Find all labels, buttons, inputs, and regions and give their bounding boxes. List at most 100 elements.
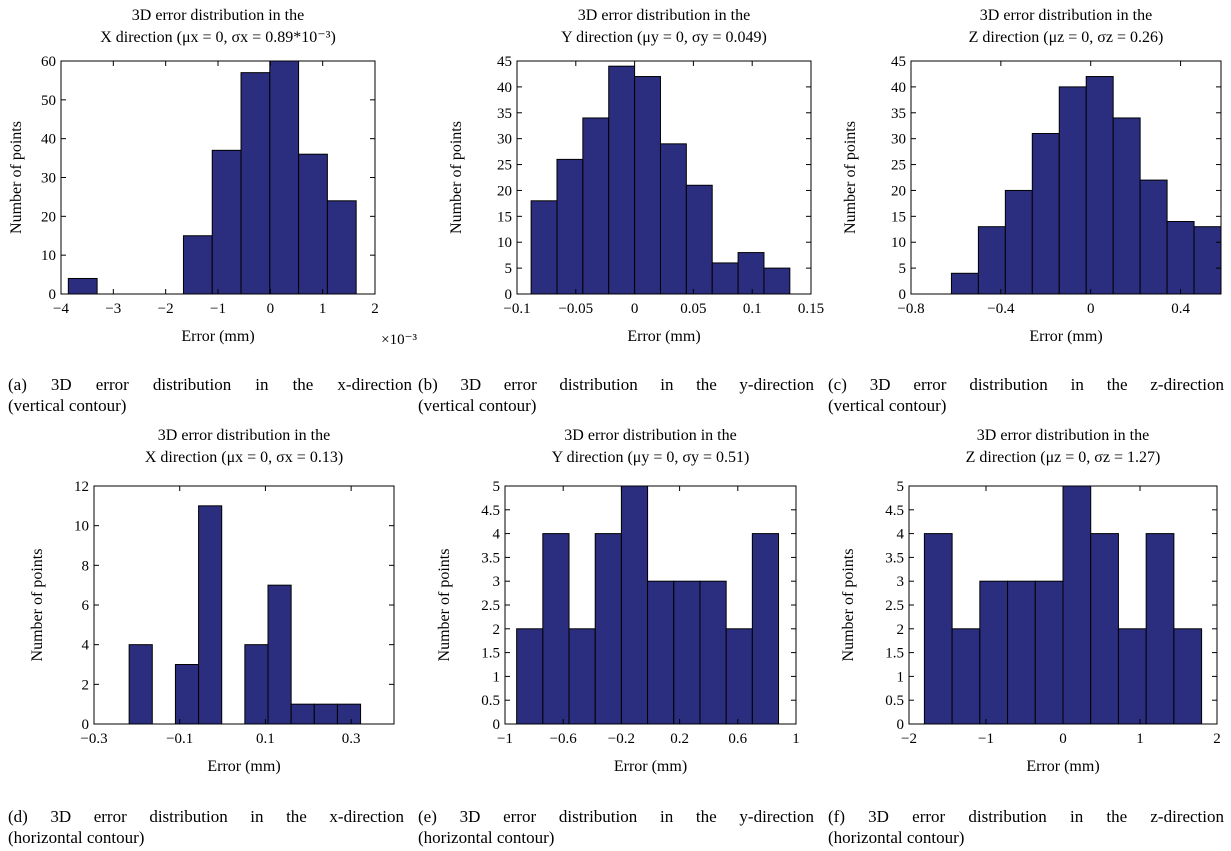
chart-title-line2: X direction (μx = 0, σx = 0.89*10⁻³) (100, 29, 336, 46)
histogram-bar (673, 580, 701, 725)
histogram-bar (582, 117, 610, 295)
x-tick-label: −1 (497, 731, 513, 747)
y-axis-label: Number of points (436, 549, 453, 662)
y-tick-label: 4 (897, 527, 905, 543)
histogram-bar (763, 267, 791, 295)
histogram-bar (685, 184, 713, 295)
x-tick-label: −2 (158, 301, 174, 317)
histogram-bar (516, 628, 544, 725)
y-tick-label: 8 (82, 558, 90, 574)
histogram-bar (659, 143, 687, 295)
y-tick-label: 0.5 (481, 693, 500, 709)
x-tick-label: −3 (105, 301, 121, 317)
y-tick-label: 60 (41, 54, 56, 70)
histogram-bar (1058, 86, 1087, 295)
histogram-bar (326, 200, 357, 295)
x-tick-label: −0.1 (166, 731, 193, 747)
y-tick-label: 35 (891, 106, 906, 122)
chart-title-line2: X direction (μx = 0, σx = 0.13) (145, 449, 343, 466)
y-tick-label: 20 (41, 209, 56, 225)
histogram-bar (244, 644, 269, 725)
y-tick-label: 25 (497, 158, 512, 174)
histogram-bar (530, 200, 558, 295)
y-tick-label: 50 (41, 93, 56, 109)
x-tick-label: −1 (210, 301, 226, 317)
chart-title-line1: 3D error distribution in the (980, 7, 1152, 24)
x-tick-label: 0 (1087, 301, 1095, 317)
chart-title-line1: 3D error distribution in the (132, 7, 304, 24)
histogram-bar (1173, 628, 1203, 725)
chart-title-line1: 3D error distribution in the (158, 427, 330, 444)
y-tick-label: 40 (891, 80, 906, 96)
x-axis-label: Error (mm) (207, 758, 280, 775)
histogram-bar (1031, 132, 1060, 295)
histogram-bar (1034, 580, 1064, 725)
y-axis-label: Number of points (29, 549, 46, 662)
caption-a-sub: (vertical contour) (8, 396, 127, 415)
x-tick-label: −0.1 (503, 301, 530, 317)
x-tick-label: −0.6 (550, 731, 578, 747)
histogram-bar (979, 580, 1009, 725)
chart-panel-d: −0.3 −0.1 0.1 0.3 0 2 4 6 8 10 12 3D error distribu… (0, 420, 420, 785)
y-tick-label: 0 (49, 287, 57, 303)
histogram-bar (267, 584, 292, 725)
histogram-bar (313, 703, 338, 725)
plot-frame (516, 60, 812, 295)
histogram-bar (951, 628, 981, 725)
y-tick-label: 3.5 (885, 550, 904, 566)
y-tick-label: 30 (41, 171, 56, 187)
y-tick-label: 20 (497, 183, 512, 199)
chart-title-line1: 3D error distribution in the (564, 427, 736, 444)
x-tick-label: 0.4 (1171, 301, 1190, 317)
caption-d: (d) 3D error distribution in the x-direc… (8, 806, 404, 848)
y-tick-label: 40 (497, 80, 512, 96)
x-tick-label: −2 (901, 731, 917, 747)
y-tick-label: 1.5 (885, 646, 904, 662)
y-tick-label: 4.5 (885, 503, 904, 519)
y-axis-label: Number of points (8, 121, 25, 234)
x-tick-label: 0.05 (680, 301, 706, 317)
caption-c: (c) 3D error distribution in the z-direc… (828, 374, 1224, 416)
histogram-z-vertical: −0.8 −0.4 0 0.4 0 5 10 15 20 25 30 35 40 45 3D error d… (842, 7, 1222, 345)
y-tick-label: 10 (891, 235, 906, 251)
histogram-bar (542, 533, 570, 725)
chart-title-line2: Z direction (μz = 0, σz = 0.26) (969, 29, 1164, 46)
y-tick-label: 0 (82, 717, 90, 733)
chart-panel-c: −0.8 −0.4 0 0.4 0 5 10 15 20 25 30 35 40 45 3D error d… (820, 0, 1231, 365)
y-tick-label: 6 (82, 598, 90, 614)
y-tick-label: 2 (897, 622, 905, 638)
chart-title-line2: Y direction (μy = 0, σy = 0.049) (561, 29, 767, 46)
caption-b-main: (b) 3D error distribution in the y-direc… (418, 375, 814, 394)
y-tick-label: 25 (891, 158, 906, 174)
histogram-z-horizontal: −2 −1 0 1 2 0 0.5 1 1.5 2 2.5 3 3.5 4 4.5 5 3D error dis… (840, 427, 1221, 775)
histogram-bar (923, 533, 953, 725)
y-tick-label: 4 (82, 638, 90, 654)
y-tick-label: 2.5 (481, 598, 500, 614)
caption-c-main: (c) 3D error distribution in the z-direc… (828, 375, 1224, 394)
histogram-bar (1062, 485, 1092, 725)
histogram-bar (751, 533, 780, 725)
histogram-bar (1145, 533, 1175, 725)
caption-e-sub: (horizontal contour) (418, 828, 555, 847)
histogram-bar (737, 252, 765, 295)
y-tick-label: 15 (497, 209, 512, 225)
y-tick-label: 1 (493, 669, 501, 685)
plot-frame (910, 60, 1222, 295)
x-tick-label: −1 (978, 731, 994, 747)
y-tick-label: 3.5 (481, 550, 500, 566)
histogram-bar (1112, 117, 1141, 295)
histogram-bar (620, 485, 649, 725)
x-tick-label: 0 (267, 301, 275, 317)
histogram-bar (1166, 221, 1195, 295)
histogram-bar (950, 272, 979, 295)
caption-c-sub: (vertical contour) (828, 396, 947, 415)
y-tick-label: 5 (899, 261, 907, 277)
histogram-bar (1007, 580, 1036, 725)
x-tick-label: 0.1 (743, 301, 762, 317)
chart-panel-f: −2 −1 0 1 2 0 0.5 1 1.5 2 2.5 3 3.5 4 4.5 5 3D error dis… (820, 420, 1231, 785)
y-tick-label: 30 (497, 132, 512, 148)
x-tick-label: 2 (1213, 731, 1221, 747)
x-axis-label: Error (mm) (1026, 758, 1099, 775)
caption-e: (e) 3D error distribution in the y-direc… (418, 806, 814, 848)
y-tick-label: 0 (493, 717, 501, 733)
